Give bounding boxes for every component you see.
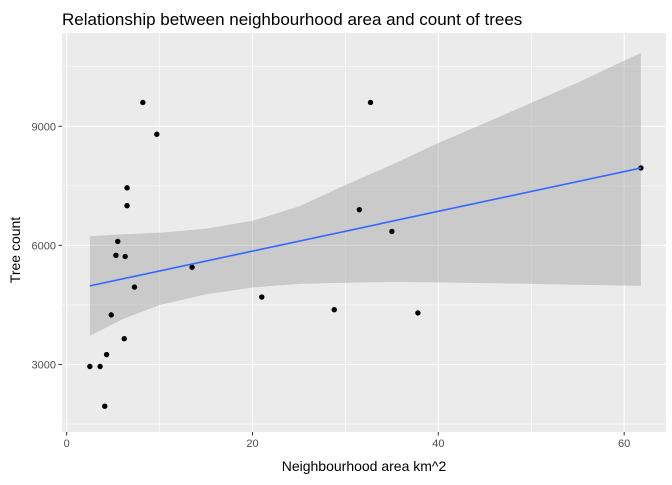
data-point — [367, 99, 374, 106]
minor-gridlines — [62, 33, 666, 432]
data-point — [115, 238, 121, 245]
major-gridlines — [62, 33, 666, 432]
data-point — [124, 203, 130, 209]
x-tick-label: 0 — [64, 438, 70, 450]
data-point — [140, 99, 146, 106]
data-point — [97, 363, 103, 370]
x-axis-title: Neighbourhood area km^2 — [282, 458, 447, 474]
plot-panel — [62, 33, 666, 432]
x-tick-label: 60 — [618, 438, 630, 450]
data-point — [131, 284, 138, 290]
x-tick-label: 40 — [432, 438, 444, 450]
data-point — [415, 310, 421, 316]
x-tick-labels: 0 20 40 60 — [64, 438, 631, 450]
data-point — [189, 264, 195, 270]
confidence-band — [89, 52, 641, 336]
data-point — [154, 131, 160, 137]
y-tick-label: 3000 — [32, 360, 56, 372]
x-tick-label: 20 — [246, 438, 258, 450]
data-point — [331, 307, 337, 313]
y-tick-labels: 3000 6000 9000 — [32, 121, 56, 371]
data-point — [87, 363, 93, 370]
data-point — [113, 252, 119, 259]
axis-ticks — [58, 125, 625, 436]
y-tick-label: 9000 — [32, 121, 56, 133]
data-point — [121, 336, 127, 342]
data-point — [102, 403, 108, 409]
data-point — [103, 351, 110, 358]
data-point — [356, 206, 363, 213]
data-point — [108, 312, 114, 318]
data-point — [389, 228, 395, 235]
y-tick-label: 6000 — [32, 240, 56, 252]
y-axis-title: Tree count — [7, 217, 23, 284]
data-point — [122, 253, 128, 260]
data-points — [87, 99, 644, 409]
data-point — [259, 294, 265, 300]
data-point — [124, 185, 130, 191]
trend-line — [89, 167, 642, 287]
chart-title: Relationship between neighbourhood area … — [62, 10, 522, 29]
